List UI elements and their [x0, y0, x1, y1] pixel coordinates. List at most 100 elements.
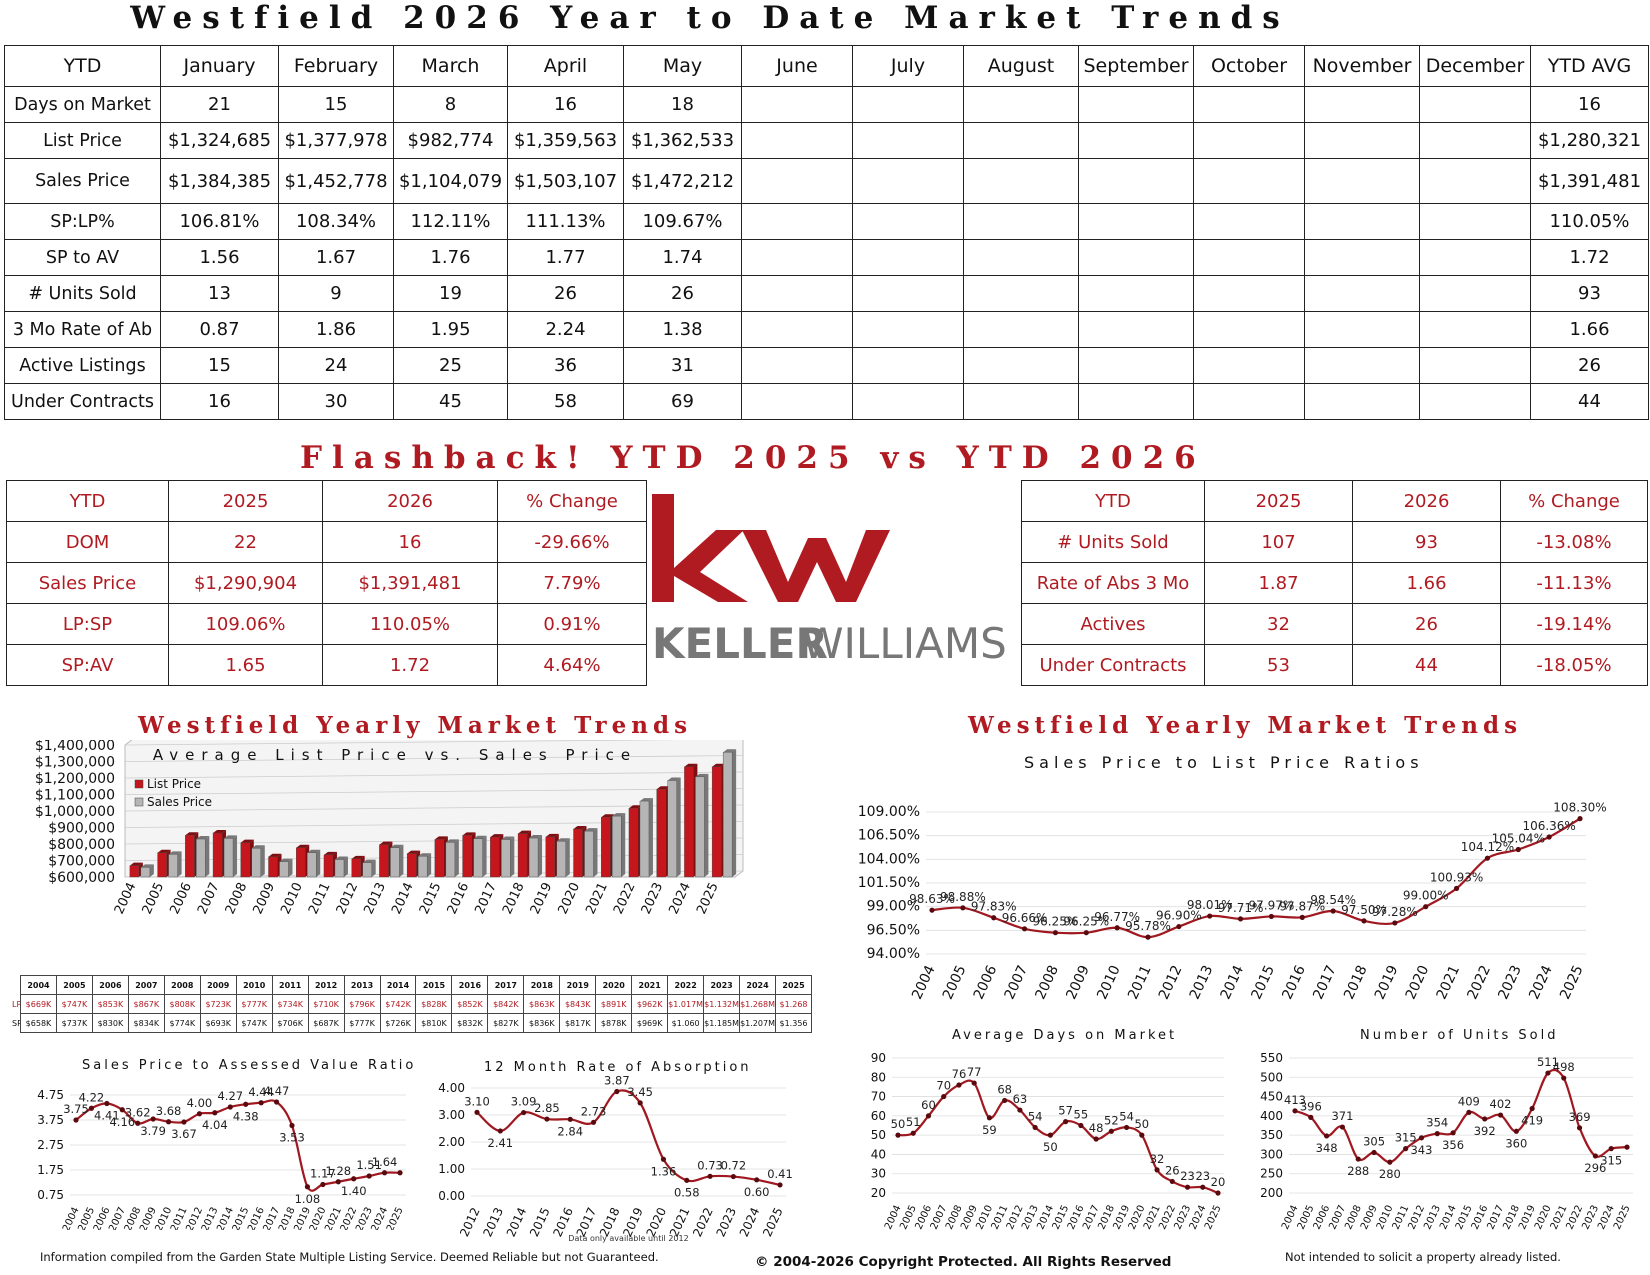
compare-row: Rate of Abs 3 Mo 1.87 1.66 -11.13% [1021, 562, 1648, 604]
ytd-cell [1078, 203, 1194, 240]
ytd-row: List Price $1,324,685 $1,377,978 $982,774 $1… [4, 122, 1649, 159]
bar-sales-price [140, 867, 151, 878]
compare-cell: 1.65 [168, 644, 323, 686]
yearly-sp-cell: $817K [559, 1013, 597, 1033]
line-point [929, 907, 935, 913]
bar-top [473, 835, 487, 839]
line-xtick-label: 2013 [480, 1205, 506, 1239]
line-point [1608, 1146, 1614, 1152]
yearly-year-cell: 2010 [235, 975, 273, 995]
chart-days-on-market: 2030405060708090502004512005602006702007… [871, 1051, 1226, 1231]
bar-chart-title: Average List Price vs. Sales Price [153, 746, 637, 764]
yearly-corner-cell [12, 976, 21, 995]
ytd-row: Active Listings 15 24 25 36 31 26 [4, 347, 1649, 384]
ytd-avg-cell: 26 [1530, 347, 1649, 384]
line-point [1339, 1124, 1346, 1130]
line-data-label: 77 [967, 1065, 982, 1079]
bar-side [316, 849, 321, 877]
bar-xtick-label: 2019 [528, 880, 556, 916]
bar-gridline [124, 771, 744, 779]
ytd-cell [1078, 122, 1194, 159]
line-ytick-label: 550 [1260, 1051, 1283, 1065]
ytd-cell: 109.67% [623, 203, 742, 240]
bar-top [185, 832, 199, 836]
line-point [1330, 908, 1336, 914]
ytd-cell: 26 [623, 275, 742, 312]
yearly-sp-cell: $969K [631, 1013, 669, 1033]
yearly-sp-cell: $737K [55, 1013, 93, 1033]
line-point [1108, 1128, 1114, 1134]
ytd-cell: 24 [278, 347, 394, 384]
ytd-avg-cell: 1.66 [1530, 311, 1649, 348]
yearly-year-cell: 2022 [667, 975, 705, 995]
line-point [1513, 1128, 1519, 1134]
ytd-cell: 108.34% [278, 203, 394, 240]
bar-top [268, 853, 282, 857]
ytd-cell [1193, 275, 1305, 312]
bar-xtick-label: 2020 [556, 880, 584, 916]
bar-xtick-label: 2006 [167, 880, 195, 916]
bar-list-price [711, 766, 722, 878]
ytd-header-cell: March [393, 45, 508, 87]
line-point [135, 1120, 141, 1126]
yearly-sp-cell: $687K [307, 1013, 345, 1033]
line-ytick-label: 80 [871, 1070, 886, 1084]
line-data-label: 402 [1490, 1097, 1512, 1111]
chart-units-title: Number of Units Sold [1360, 1028, 1559, 1043]
bar-sales-price [445, 842, 456, 878]
ytd-cell: 19 [393, 275, 508, 312]
chart-list-vs-sales-price: $600,000$700,000$800,000$900,000$1,000,0… [35, 740, 744, 917]
ytd-cell: 30 [278, 383, 394, 420]
compare-row-label: Actives [1021, 603, 1205, 645]
yearly-year-cell: 2021 [631, 975, 669, 995]
bar-sales-price [223, 838, 234, 878]
ytd-cell: 15 [160, 347, 279, 384]
line-data-label: 0.73 [697, 1158, 723, 1172]
ytd-cell: 112.11% [393, 203, 508, 240]
bar-xtick-label: 2007 [195, 880, 223, 916]
line-point [1078, 1122, 1084, 1129]
bar-top [390, 844, 404, 848]
line-data-label: 108.30% [1553, 801, 1606, 815]
line-ytick-label: 4.00 [438, 1081, 465, 1095]
bar-side [205, 836, 210, 877]
ytd-row-label: SP to AV [4, 239, 161, 276]
line-point [707, 1173, 713, 1179]
line-data-label: 98.01% [1187, 898, 1233, 912]
bar-side [676, 777, 681, 877]
compare-cell: 107 [1204, 521, 1353, 563]
ytd-row-label: SP:LP% [4, 203, 161, 240]
line-point [1546, 834, 1552, 840]
line-data-label: 98.63% [909, 892, 955, 906]
line-point [1139, 1132, 1145, 1138]
line-xtick-label: 2005 [940, 963, 970, 1000]
bar-xtick-label: 2021 [583, 880, 611, 916]
line-point [196, 1111, 203, 1117]
line-point [150, 1116, 156, 1122]
yearly-sp-label: SP [12, 1018, 21, 1028]
line-data-label: 409 [1458, 1094, 1480, 1108]
line-data-label: 371 [1331, 1109, 1353, 1123]
line-data-label: 97.83% [971, 900, 1017, 914]
line-point [1577, 816, 1583, 822]
line-point [1403, 1146, 1409, 1152]
legend-swatch [134, 779, 144, 789]
ytd-cell [1304, 311, 1420, 348]
ytd-cell [1304, 239, 1420, 276]
bar-xtick-label: 2013 [361, 880, 389, 916]
yearly-lp-cell: $747K [55, 994, 93, 1014]
chart-dom-title: Average Days on Market [952, 1028, 1178, 1043]
compare-row: Actives 32 26 -19.14% [1021, 603, 1648, 645]
bar-top [601, 814, 615, 818]
line-data-label: 3.79 [140, 1124, 166, 1138]
ytd-cell [741, 203, 853, 240]
line-point [397, 1170, 403, 1176]
ytd-cell [1419, 86, 1531, 123]
bar-list-price [434, 839, 445, 878]
line-data-label: 1.08 [295, 1192, 321, 1206]
ytd-cell [1304, 158, 1420, 204]
line-data-label: 511 [1537, 1055, 1559, 1069]
ytd-cell [1078, 311, 1194, 348]
line-ytick-label: 200 [1260, 1186, 1283, 1200]
bar-top [407, 850, 421, 854]
